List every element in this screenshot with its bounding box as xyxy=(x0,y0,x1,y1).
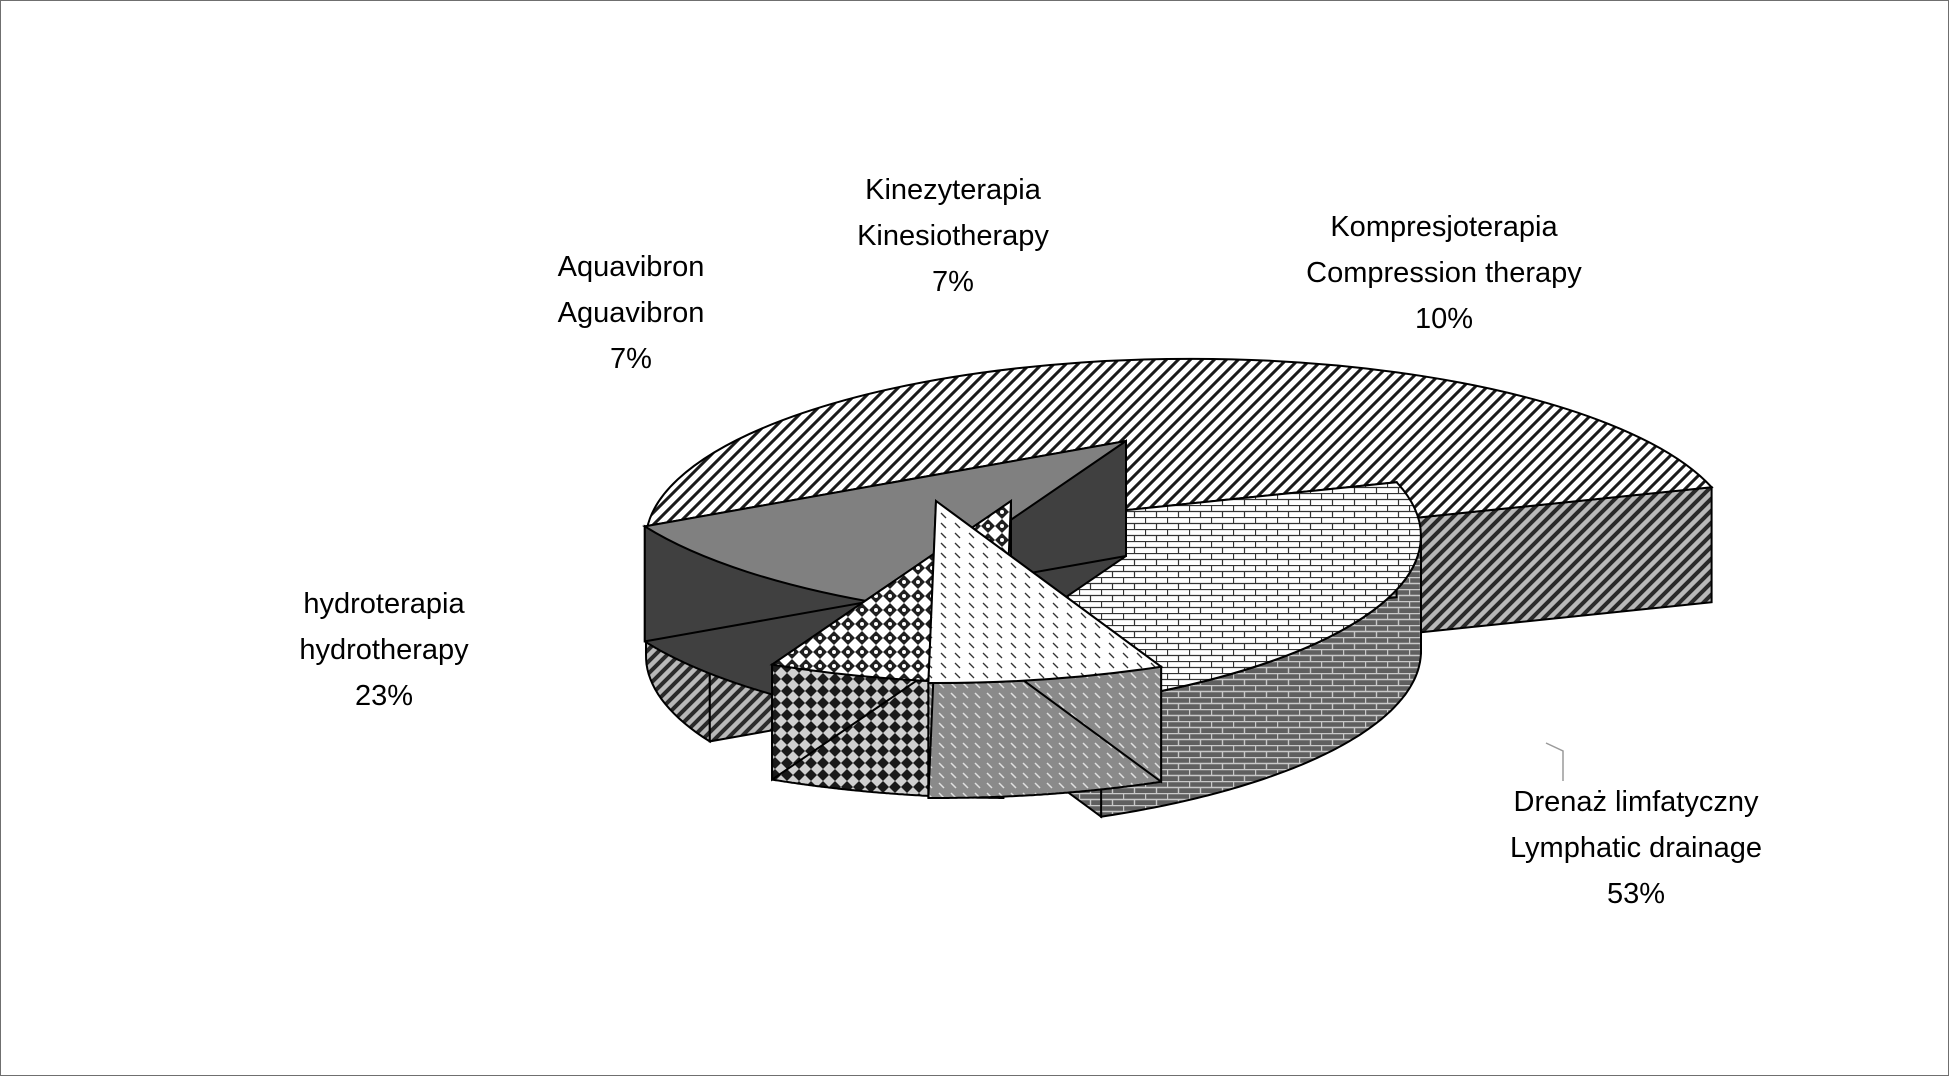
slice-label-en-hydrotherapy: hydrotherapy xyxy=(299,634,469,666)
slice-value-label-kinesiotherapy: 7% xyxy=(932,266,974,298)
labels-layer: Drenaż limfatyczny Lymphatic drainage 53% h… xyxy=(299,174,1762,910)
slice-value-label-compression-therapy: 10% xyxy=(1415,303,1473,335)
slice-label-pl-compression-therapy: Kompresjoterapia xyxy=(1330,211,1558,243)
slice-label-kinesiotherapy: Kinezyterapia Kinesiotherapy 7% xyxy=(857,174,1049,298)
leader-line-lymphatic-drainage xyxy=(1545,742,1564,781)
slice-value-label-lymphatic-drainage: 53% xyxy=(1607,878,1665,910)
slice-value-label-hydrotherapy: 23% xyxy=(355,680,413,712)
slice-label-aguavibron: Aquavibron Aguavibron 7% xyxy=(558,251,705,375)
slice-label-en-aguavibron: Aguavibron xyxy=(558,297,705,329)
slice-label-en-lymphatic-drainage: Lymphatic drainage xyxy=(1510,832,1762,864)
slice-label-pl-hydrotherapy: hydroterapia xyxy=(303,588,465,620)
pie-slice-top-aguavibron xyxy=(927,499,1164,685)
pie-slice-top-compression-therapy xyxy=(642,440,1127,606)
slice-label-en-kinesiotherapy: Kinesiotherapy xyxy=(857,220,1049,252)
leader-lines-layer xyxy=(1545,742,1564,781)
slice-label-pl-lymphatic-drainage: Drenaż limfatyczny xyxy=(1514,786,1759,818)
slice-label-pl-kinesiotherapy: Kinezyterapia xyxy=(865,174,1042,206)
slice-label-compression-therapy: Kompresjoterapia Compression therapy 10% xyxy=(1306,211,1582,335)
slice-label-pl-aguavibron: Aquavibron xyxy=(558,251,705,283)
slice-label-lymphatic-drainage: Drenaż limfatyczny Lymphatic drainage 53% xyxy=(1510,786,1762,910)
slices-layer xyxy=(642,357,1714,819)
slice-label-hydrotherapy: hydroterapia hydrotherapy 23% xyxy=(299,588,469,712)
slice-value-label-aguavibron: 7% xyxy=(610,343,652,375)
slice-label-en-compression-therapy: Compression therapy xyxy=(1306,257,1582,289)
pie-slice-aguavibron xyxy=(927,499,1164,799)
